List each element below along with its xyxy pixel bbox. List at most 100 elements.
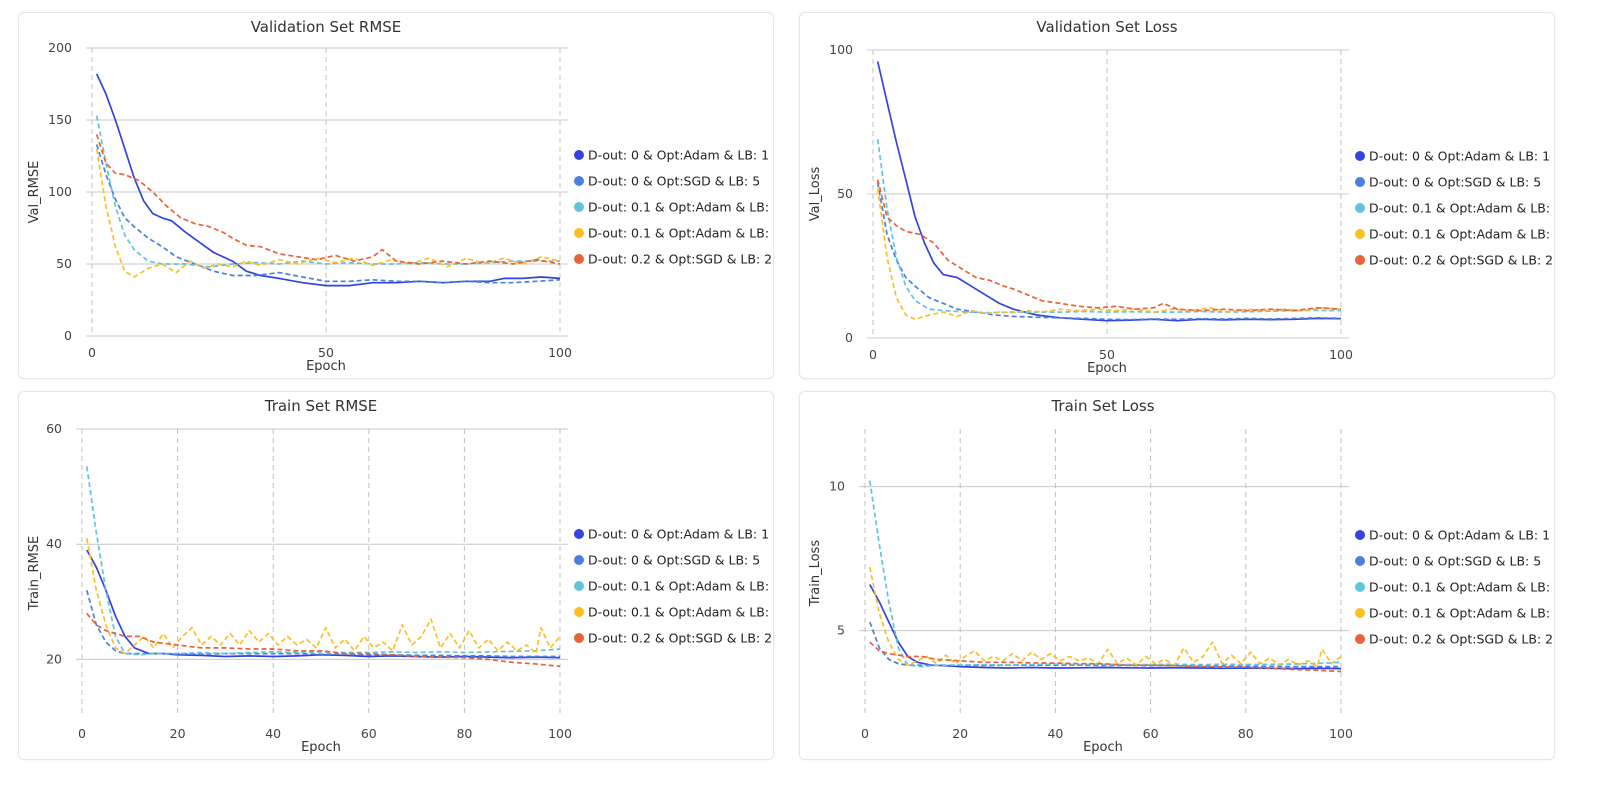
chart-title: Train Set Loss — [1050, 397, 1154, 415]
x-tick-label: 100 — [548, 726, 572, 741]
legend-label: D-out: 0 & Opt:Adam & LB: 1 — [1369, 528, 1550, 543]
y-tick-label: 40 — [46, 536, 62, 551]
series-line-3 — [876, 139, 1342, 314]
legend-label: D-out: 0.2 & Opt:SGD & LB: 2 — [1369, 253, 1553, 268]
x-tick-label: 50 — [1099, 347, 1115, 362]
y-axis-label: Train_RMSE — [27, 536, 42, 611]
x-tick-label: 40 — [1047, 726, 1063, 741]
val-loss-chart: Validation Set Loss 0 50 100 0 50 100 Epoch Val_… — [808, 18, 1554, 376]
legend-label: D-out: 0 & Opt:Adam & LB: 1 — [588, 527, 769, 542]
y-tick-label: 100 — [48, 184, 72, 199]
x-tick-label: 0 — [88, 345, 96, 360]
legend-marker — [574, 254, 584, 264]
x-tick-label: 60 — [361, 726, 377, 741]
legend-label: D-out: 0.2 & Opt:SGD & LB: 2 — [588, 252, 772, 267]
x-tick-label: 0 — [869, 347, 877, 362]
x-tick-label: 50 — [318, 345, 334, 360]
x-tick-label: 100 — [548, 345, 572, 360]
legend-marker — [1355, 229, 1365, 239]
chart-title: Train Set RMSE — [264, 397, 378, 415]
legend-label: D-out: 0.1 & Opt:Adam & LB: 4 — [588, 579, 773, 594]
series-line-3 — [868, 480, 1342, 668]
legend-marker — [574, 176, 584, 186]
series-line-4 — [876, 188, 1342, 321]
val-rmse-chart: Validation Set RMSE 0 50 100 150 200 0 50 100 Epo… — [27, 18, 773, 374]
legend-marker — [574, 202, 584, 212]
x-axis-label: Epoch — [306, 359, 346, 374]
legend-marker — [574, 607, 584, 617]
chart-card-val-rmse: Validation Set RMSE 0 50 100 150 200 0 50 100 Epo… — [18, 12, 774, 379]
y-axis-label: Val_Loss — [808, 167, 823, 222]
y-tick-label: 60 — [46, 421, 62, 436]
legend-marker — [1355, 530, 1365, 540]
legend-label: D-out: 0 & Opt:SGD & LB: 5 — [588, 174, 760, 189]
legend-marker — [1355, 255, 1365, 265]
legend-label: D-out: 0.1 & Opt:Adam & LB: 4 — [1369, 201, 1554, 216]
y-tick-label: 0 — [845, 330, 853, 345]
series-line-3 — [95, 115, 560, 268]
series-line-1 — [876, 61, 1342, 322]
legend-marker — [1355, 634, 1365, 644]
x-tick-label: 100 — [1329, 726, 1353, 741]
x-tick-label: 40 — [265, 726, 281, 741]
chart-card-val-loss: Validation Set Loss 0 50 100 0 50 100 Epoch Val_… — [799, 12, 1555, 379]
legend-label: D-out: 0.1 & Opt:Adam & LB: 5 — [1369, 227, 1554, 242]
series-line-2 — [95, 144, 561, 284]
series-line-4 — [95, 148, 561, 278]
train-rmse-chart: Train Set RMSE 20 40 60 0 20 40 60 80 100 Epoch Tra… — [27, 397, 773, 755]
legend-label: D-out: 0.1 & Opt:Adam & LB: 5 — [1369, 606, 1554, 621]
legend-label: D-out: 0 & Opt:Adam & LB: 1 — [588, 148, 769, 163]
y-tick-label: 20 — [46, 651, 62, 666]
y-tick-label: 100 — [829, 42, 853, 57]
legend-marker — [1355, 582, 1365, 592]
legend-marker — [574, 633, 584, 643]
x-tick-label: 80 — [1238, 726, 1254, 741]
legend-label: D-out: 0.2 & Opt:SGD & LB: 2 — [1369, 632, 1553, 647]
legend-label: D-out: 0.1 & Opt:Adam & LB: 5 — [588, 605, 773, 620]
x-tick-label: 20 — [952, 726, 968, 741]
series-line-5 — [876, 179, 1342, 312]
x-tick-label: 100 — [1329, 347, 1353, 362]
x-axis-label: Epoch — [1087, 361, 1127, 376]
series-line-1 — [95, 73, 561, 287]
series-line-1 — [869, 584, 1342, 670]
series-line-2 — [85, 590, 560, 658]
legend-marker — [574, 529, 584, 539]
legend-label: D-out: 0.1 & Opt:Adam & LB: 4 — [588, 200, 773, 215]
series-line-4 — [868, 567, 1342, 668]
x-tick-label: 20 — [170, 726, 186, 741]
y-axis-label: Train_Loss — [808, 540, 823, 607]
series-line-5 — [95, 134, 561, 265]
series-line-2 — [876, 182, 1342, 321]
legend-label: D-out: 0 & Opt:SGD & LB: 5 — [1369, 554, 1541, 569]
x-axis-label: Epoch — [301, 740, 341, 755]
legend-marker — [574, 555, 584, 565]
x-axis-label: Epoch — [1083, 740, 1123, 755]
y-tick-label: 5 — [837, 623, 845, 638]
chart-title: Validation Set Loss — [1036, 18, 1177, 36]
y-axis-label: Val_RMSE — [27, 161, 42, 224]
legend-label: D-out: 0 & Opt:SGD & LB: 5 — [1369, 175, 1541, 190]
x-tick-label: 0 — [861, 726, 869, 741]
legend-marker — [1355, 203, 1365, 213]
legend-marker — [574, 150, 584, 160]
chart-title: Validation Set RMSE — [251, 18, 402, 36]
legend-marker — [574, 228, 584, 238]
legend-label: D-out: 0.1 & Opt:Adam & LB: 4 — [1369, 580, 1554, 595]
series-line-5 — [869, 641, 1342, 673]
legend-label: D-out: 0.2 & Opt:SGD & LB: 2 — [588, 631, 772, 646]
legend-label: D-out: 0 & Opt:Adam & LB: 1 — [1369, 149, 1550, 164]
y-tick-label: 150 — [48, 112, 72, 127]
y-tick-label: 200 — [48, 40, 72, 55]
y-tick-label: 10 — [829, 479, 845, 494]
x-tick-label: 0 — [78, 726, 86, 741]
legend-label: D-out: 0 & Opt:SGD & LB: 5 — [588, 553, 760, 568]
series-line-3 — [85, 466, 561, 656]
legend-label: D-out: 0.1 & Opt:Adam & LB: 5 — [588, 226, 773, 241]
chart-card-train-loss: Train Set Loss 5 10 0 20 40 60 80 100 Epoch Train_… — [799, 391, 1555, 760]
legend-marker — [1355, 556, 1365, 566]
y-tick-label: 50 — [837, 186, 853, 201]
chart-card-train-rmse: Train Set RMSE 20 40 60 0 20 40 60 80 100 Epoch Tra… — [18, 391, 774, 760]
y-tick-label: 50 — [56, 256, 72, 271]
